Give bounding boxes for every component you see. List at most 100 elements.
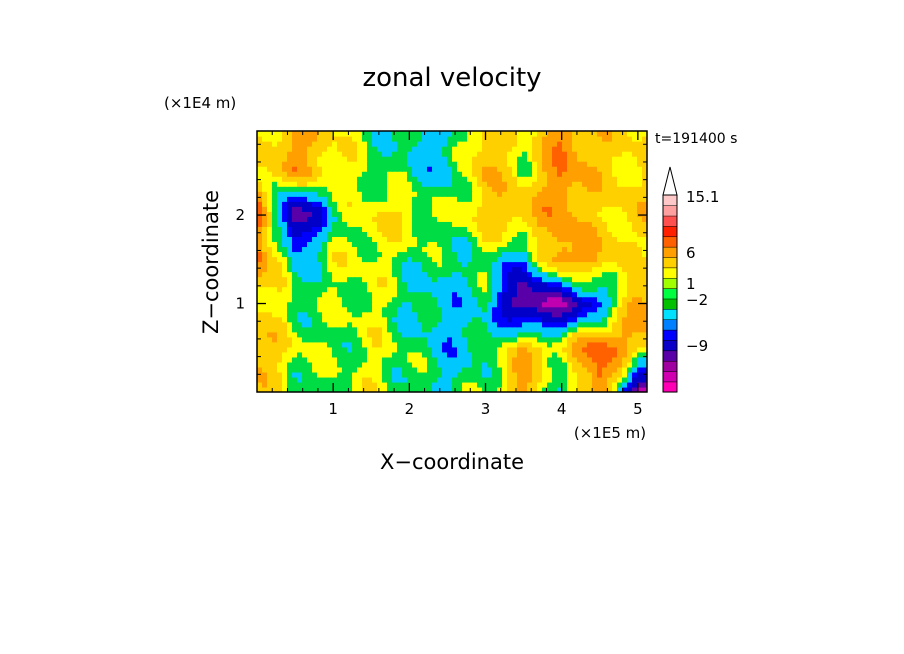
field-cell [547, 196, 553, 202]
field-cell [312, 236, 318, 243]
field-cell [262, 186, 268, 192]
field-cell [477, 316, 483, 323]
field-cell [352, 171, 358, 177]
field-cell [332, 281, 338, 288]
field-cell [557, 246, 563, 253]
field-cell [382, 171, 388, 177]
field-cell [632, 281, 638, 288]
field-cell [467, 316, 473, 323]
field-cell [307, 386, 313, 392]
field-cell [497, 301, 503, 308]
field-cell [287, 326, 293, 333]
field-cell [317, 316, 323, 323]
field-cell [477, 351, 483, 358]
field-cell [297, 276, 303, 283]
field-cell [342, 341, 348, 348]
field-cell [527, 141, 533, 147]
field-cell [597, 386, 603, 392]
field-cell [377, 361, 383, 368]
field-cell [452, 191, 458, 197]
field-cell [447, 261, 453, 268]
field-cell [502, 311, 508, 318]
field-cell [417, 241, 423, 248]
field-cell [562, 156, 568, 162]
field-cell [642, 131, 647, 137]
field-cell [352, 181, 358, 187]
field-cell [442, 331, 448, 338]
field-cell [542, 366, 548, 373]
field-cell [632, 241, 638, 248]
field-cell [522, 321, 528, 328]
field-cell [552, 266, 558, 273]
field-cell [517, 136, 523, 142]
field-cell [512, 296, 518, 303]
field-cell [272, 136, 278, 142]
field-cell [432, 231, 438, 237]
field-cell [347, 236, 353, 243]
field-cell [282, 346, 288, 353]
field-cell [612, 191, 618, 197]
field-cell [392, 356, 398, 363]
field-cell [507, 371, 513, 378]
field-cell [432, 341, 438, 348]
field-cell [522, 261, 528, 268]
field-cell [437, 326, 443, 333]
field-cell [362, 221, 368, 227]
field-cell [427, 306, 433, 313]
field-cell [337, 351, 343, 358]
field-cell [507, 236, 513, 243]
field-cell [582, 266, 588, 273]
field-cell [582, 296, 588, 303]
field-cell [572, 376, 578, 383]
field-cell [402, 221, 408, 227]
field-cell [637, 356, 643, 363]
field-cell [347, 266, 353, 273]
field-cell [482, 261, 488, 268]
field-cell [302, 236, 308, 243]
field-cell [317, 206, 323, 212]
field-cell [282, 366, 288, 373]
field-cell [302, 371, 308, 378]
field-cell [497, 271, 503, 278]
field-cell [502, 171, 508, 177]
field-cell [597, 211, 603, 217]
field-cell [592, 361, 598, 368]
field-cell [567, 311, 573, 318]
field-cell [492, 316, 498, 323]
field-cell [262, 161, 268, 167]
field-cell [567, 256, 573, 263]
field-cell [457, 276, 463, 283]
field-cell [607, 261, 613, 268]
field-cell [317, 256, 323, 263]
field-cell [517, 221, 523, 227]
field-cell [447, 356, 453, 363]
field-cell [562, 266, 568, 273]
field-cell [407, 156, 413, 162]
field-cell [307, 316, 313, 323]
field-cell [537, 261, 543, 268]
field-cell [357, 176, 363, 182]
field-cell [277, 376, 283, 383]
field-cell [362, 156, 368, 162]
field-cell [417, 306, 423, 313]
field-cell [402, 166, 408, 172]
field-cell [627, 131, 633, 137]
field-cell [597, 236, 603, 243]
field-cell [322, 146, 328, 152]
field-cell [297, 331, 303, 338]
field-cell [437, 191, 443, 197]
field-cell [477, 311, 483, 318]
field-cell [457, 206, 463, 212]
field-cell [352, 216, 358, 222]
field-cell [372, 221, 378, 227]
field-cell [377, 211, 383, 217]
field-cell [397, 336, 403, 343]
field-cell [637, 321, 643, 328]
field-cell [517, 266, 523, 273]
field-cell [392, 171, 398, 177]
field-cell [637, 266, 643, 273]
field-cell [472, 321, 478, 328]
field-cell [467, 346, 473, 353]
field-cell [342, 366, 348, 373]
field-cell [307, 136, 313, 142]
